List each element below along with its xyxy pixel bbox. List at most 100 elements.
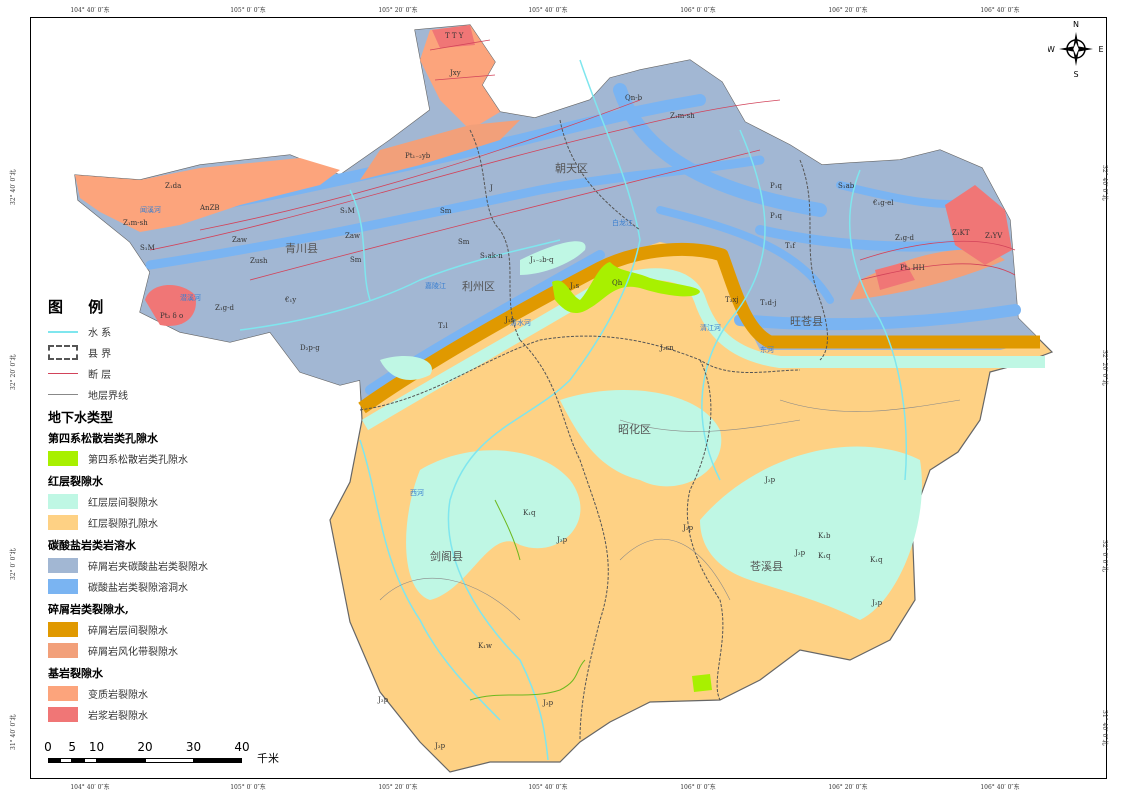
stratum-label: D₂p-g	[300, 344, 320, 352]
stratum-label: Z₁m-sh	[670, 112, 695, 120]
stratum-label: Z₁da	[165, 182, 181, 190]
legend-swatch	[48, 643, 78, 658]
legend-swatch	[48, 451, 78, 466]
scale-tick: 40	[234, 740, 250, 754]
legend-label: 县 界	[88, 349, 112, 360]
scale-tick: 30	[185, 740, 202, 754]
longitude-tick: 105° 20′ 0″东	[378, 7, 418, 14]
legend-item: 地层界线	[48, 384, 238, 405]
compass-w: W	[1048, 45, 1055, 54]
legend-item: 水 系	[48, 321, 238, 342]
legend-swatch	[48, 494, 78, 509]
stratum-label: J₁s	[504, 316, 515, 324]
region-clastic-carbonate	[75, 25, 1040, 405]
legend-symbol	[48, 324, 78, 339]
region-magmatic-west	[145, 284, 196, 326]
stratum-label: T₂l	[438, 322, 448, 330]
region-red-interlayer-north	[520, 241, 586, 275]
longitude-tick: 104° 40′ 0″东	[70, 7, 110, 14]
legend-item: 变质岩裂隙水	[48, 683, 238, 704]
scale-segment	[60, 758, 73, 763]
stratum-label: Qh	[612, 279, 623, 287]
compass-n: N	[1073, 20, 1079, 29]
river-label: 清水河	[510, 318, 531, 327]
stratum-label: J₃p	[434, 742, 446, 750]
legend-label: 变质岩裂隙水	[88, 690, 148, 701]
scale-segment	[84, 758, 97, 763]
groundwater-type-title: 地下水类型	[48, 411, 114, 426]
county-label: 朝天区	[555, 162, 588, 175]
stratum-label: Zaw	[232, 236, 247, 244]
county-label: 苍溪县	[750, 560, 783, 573]
stratum-label: Z₁g-d	[895, 234, 915, 242]
stratum-label: K₁b	[818, 532, 831, 540]
compass-e: E	[1098, 45, 1103, 54]
legend-group-heading: 红层裂隙水	[48, 475, 103, 488]
region-weathered-clastic	[360, 120, 520, 180]
stratum-label: P₁q	[770, 182, 783, 190]
stratum-label: Sm	[440, 207, 452, 215]
legend-label: 红层层间裂隙水	[88, 498, 158, 509]
river-label: 白龙江	[612, 218, 633, 227]
region-magmatic-east2	[875, 262, 915, 290]
legend-label: 岩浆岩裂隙水	[88, 711, 148, 722]
stratum-label: J₁₋₂b-q	[529, 256, 554, 264]
scale-segment	[193, 758, 242, 763]
county-label: 青川县	[285, 242, 318, 255]
legend-swatch	[48, 622, 78, 637]
scale-unit: 千米	[257, 752, 279, 765]
stratum-label: K₁q	[870, 556, 883, 564]
stratum-label: J	[489, 184, 493, 192]
stratum-label: €₁g-el	[872, 199, 894, 207]
legend-symbol	[48, 387, 78, 402]
stratum-label: T₁d-j	[760, 299, 777, 307]
carbonate-karst-bands	[144, 83, 1021, 395]
legend-swatch	[48, 515, 78, 530]
stratum-label: J₃p	[556, 536, 568, 544]
river-system[interactable]	[239, 59, 908, 761]
fault-lines	[149, 39, 1016, 281]
stratum-label: J₃p	[542, 699, 554, 707]
longitude-tick: 106° 20′ 0″东	[828, 7, 868, 14]
stratum-boundaries	[379, 399, 961, 621]
scale-segment	[48, 758, 61, 763]
county-label: 利州区	[462, 280, 495, 293]
longitude-tick: 105° 20′ 0″东	[378, 784, 418, 791]
legend-item: 碎屑岩夹碳酸盐岩类裂隙水	[48, 555, 238, 576]
legend-item: 第四系松散岩类孔隙水	[48, 448, 238, 469]
compass-s: S	[1073, 70, 1078, 78]
legend-label: 水 系	[88, 328, 112, 339]
river-label: 清江河	[700, 323, 721, 332]
longitude-tick: 105° 0′ 0″东	[230, 7, 266, 14]
stratum-label: T T Y	[445, 32, 464, 40]
legend-group-heading: 碎屑岩类裂隙水,	[48, 603, 129, 616]
scale-segment	[72, 758, 85, 763]
stratum-label: J₃p	[871, 599, 883, 607]
longitude-tick: 104° 40′ 0″东	[70, 784, 110, 791]
tributaries	[469, 499, 586, 701]
legend-label: 碎屑岩夹碳酸盐岩类裂隙水	[88, 562, 208, 573]
county-borders[interactable]	[359, 119, 828, 741]
county-label: 旺苍县	[790, 315, 823, 328]
stratum-label: Sm	[350, 256, 362, 264]
stratum-label: T₁f	[785, 242, 796, 250]
stratum-label: Z₁KT	[952, 229, 970, 237]
legend-group-heading: 第四系松散岩类孔隙水	[48, 432, 158, 445]
legend-item: 断 层	[48, 363, 238, 384]
legend-label: 碳酸盐岩类裂隙溶洞水	[88, 583, 188, 594]
longitude-tick: 106° 40′ 0″东	[980, 7, 1020, 14]
legend-swatch	[48, 707, 78, 722]
legend-symbol	[48, 345, 78, 360]
region-magmatic-tip	[432, 25, 475, 48]
legend-item: 红层裂隙孔隙水	[48, 512, 238, 533]
legend-symbol	[48, 366, 78, 381]
longitude-tick: 105° 40′ 0″东	[528, 784, 568, 791]
river-label: 嘉陵江	[425, 281, 446, 290]
stratum-label: Pt₁₋₂yb	[405, 152, 431, 160]
stratum-label: P₁q	[770, 212, 783, 220]
legend-label: 地层界线	[88, 391, 128, 402]
river-label: 东河	[760, 345, 774, 354]
legend-group-heading: 基岩裂隙水	[48, 667, 103, 680]
legend-item: 县 界	[48, 342, 238, 363]
